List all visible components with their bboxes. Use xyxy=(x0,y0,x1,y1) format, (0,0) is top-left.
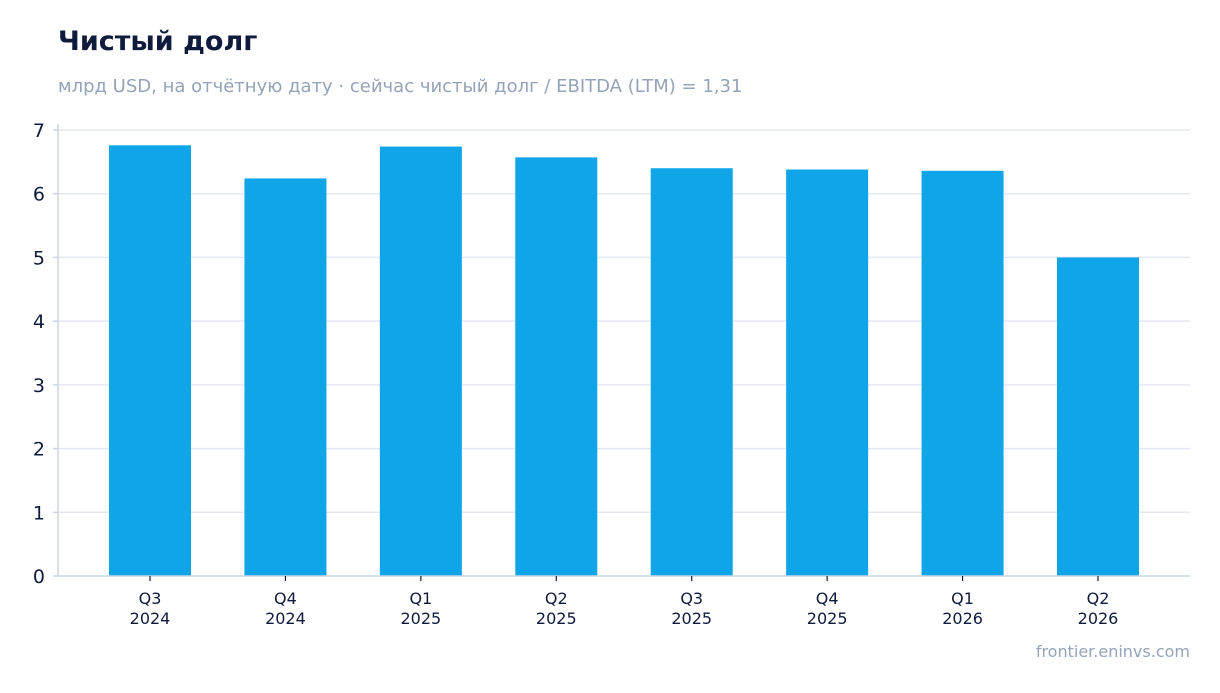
x-tick-label: 2026 xyxy=(1078,609,1119,628)
x-tick-label: Q2 xyxy=(1087,589,1110,608)
bar xyxy=(244,178,327,576)
x-tick-label: Q1 xyxy=(951,589,974,608)
bar xyxy=(921,170,1004,576)
x-tick-label: 2026 xyxy=(942,609,983,628)
x-tick-label: Q3 xyxy=(680,589,703,608)
bars xyxy=(109,145,1139,576)
bar xyxy=(379,146,462,576)
y-tick-label: 1 xyxy=(33,502,45,524)
chart-subtitle: млрд USD, на отчётную дату · сейчас чист… xyxy=(58,76,743,97)
x-tick-label: 2025 xyxy=(671,609,712,628)
source-credit: frontier.eninvs.com xyxy=(1035,642,1190,661)
tick-labels: 01234567Q32024Q42024Q12025Q22025Q32025Q4… xyxy=(33,120,1118,628)
x-tick-label: 2025 xyxy=(807,609,848,628)
y-tick-label: 4 xyxy=(33,311,45,333)
x-tick-label: 2024 xyxy=(265,609,306,628)
bar xyxy=(1057,257,1139,576)
y-tick-label: 7 xyxy=(33,120,45,142)
y-tick-label: 2 xyxy=(33,439,45,461)
x-tick-label: Q4 xyxy=(274,589,297,608)
x-tick-label: 2025 xyxy=(536,609,577,628)
y-tick-label: 5 xyxy=(33,247,45,269)
x-tick-label: Q3 xyxy=(139,589,162,608)
grid-lines xyxy=(58,129,1190,514)
bar xyxy=(109,145,191,576)
bar xyxy=(650,168,733,576)
bar xyxy=(786,169,869,576)
y-tick-label: 3 xyxy=(33,375,45,397)
y-tick-label: 0 xyxy=(33,566,45,588)
x-tick-label: 2024 xyxy=(130,609,171,628)
bar xyxy=(515,157,598,576)
x-tick-label: Q1 xyxy=(409,589,432,608)
x-tick-label: 2025 xyxy=(400,609,441,628)
x-tick-label: Q2 xyxy=(545,589,568,608)
axes xyxy=(53,124,1190,581)
chart-title: Чистый долг xyxy=(58,26,258,57)
x-tick-label: Q4 xyxy=(816,589,839,608)
y-tick-label: 6 xyxy=(33,184,45,206)
